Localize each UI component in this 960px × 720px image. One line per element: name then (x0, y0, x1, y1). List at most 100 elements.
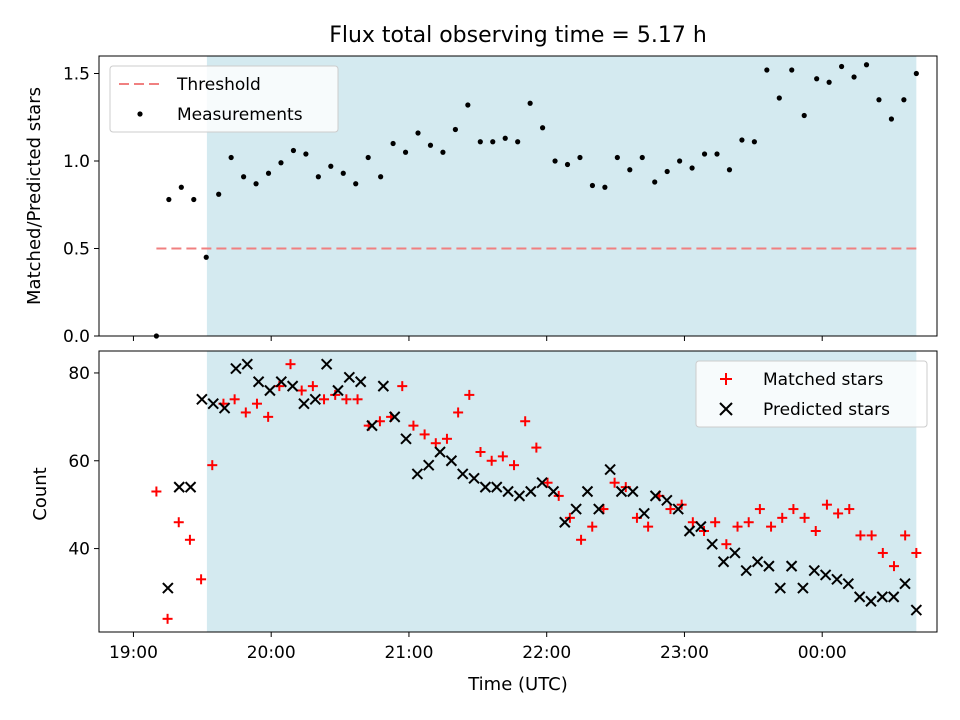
predicted-star-b (615, 485, 628, 498)
y-tick-label-0-2: 1.0 (63, 152, 90, 172)
matched-star-point (721, 539, 732, 550)
measurement-point (652, 179, 658, 185)
predicted-star-point (196, 393, 208, 406)
measurement-point (191, 196, 197, 203)
predicted-star-point (162, 582, 174, 594)
predicted-star-point (683, 525, 696, 537)
predicted-star-point (354, 376, 367, 388)
bottom-panel: 19:00 20:00 21:00 22:00 23:00 00:00 40 60 80 Matc… (68, 350, 938, 663)
predicted-star-b (763, 560, 775, 572)
predicted-star-b (819, 569, 832, 581)
measurement-point (490, 139, 496, 145)
measurement-point (340, 170, 346, 176)
predicted-star-point (298, 397, 310, 410)
predicted-star-point (366, 419, 378, 432)
matched-star-point (542, 477, 553, 488)
matched-star-point (911, 547, 922, 558)
matched-star-point (453, 407, 464, 418)
measurement-point (539, 125, 546, 131)
predicted-star-point (706, 538, 718, 550)
matched-star-point (263, 411, 274, 422)
matched-star-point (341, 394, 352, 405)
matched-star-point (207, 460, 218, 471)
predicted-star-b (729, 547, 741, 559)
predicted-star-point (547, 485, 560, 498)
y-tick-label-1-0: 40 (68, 540, 90, 560)
measurement-point (315, 174, 321, 180)
predicted-star-b (184, 481, 197, 493)
matched-star-point (866, 530, 877, 541)
predicted-star-b (559, 516, 571, 528)
measurement-point (515, 139, 521, 145)
measurement-point (602, 184, 608, 190)
measurement-point (913, 70, 919, 77)
predicted-star-b (638, 507, 650, 520)
predicted-star-b (525, 485, 537, 498)
predicted-star-point (309, 393, 322, 406)
predicted-star-point (275, 376, 287, 388)
predicted-star-point (230, 362, 242, 375)
predicted-star-b (264, 384, 276, 397)
predicted-star-b (604, 463, 616, 476)
chart-title: Flux total observing time = 5.17 h (329, 23, 707, 48)
matched-star-point (196, 574, 207, 585)
predicted-star-b (286, 380, 299, 392)
matched-star-point (531, 442, 542, 453)
predicted-star-b (468, 472, 480, 485)
legend-top: Threshold Measurements (109, 65, 339, 133)
predicted-star-point (910, 604, 923, 616)
y-axis-label-top: Matched/Predicted stars (24, 87, 45, 305)
matched-star-point (408, 420, 419, 431)
predicted-star-point (672, 503, 684, 515)
legend-top-box (109, 65, 339, 133)
x-tick-label-3: 22:00 (522, 643, 571, 663)
predicted-star-b (661, 494, 673, 506)
y-tick-label-1-1: 60 (68, 452, 90, 472)
x-tick-label-2: 21:00 (384, 643, 433, 663)
predicted-star-point (184, 481, 197, 493)
predicted-star-b (207, 397, 219, 410)
measurement-point (303, 151, 309, 157)
predicted-star-b (354, 376, 367, 388)
predicted-star-b (717, 556, 730, 568)
x-tick-label-4: 23:00 (660, 643, 709, 663)
predicted-star-point (751, 556, 764, 568)
matched-star-point (520, 416, 531, 427)
matched-star-point (441, 433, 452, 444)
predicted-star-point (604, 463, 616, 476)
measurement-point (552, 158, 558, 164)
predicted-star-b (252, 376, 265, 388)
predicted-star-b (831, 573, 843, 586)
predicted-star-b (241, 358, 253, 370)
predicted-star-point (865, 595, 877, 607)
predicted-star-b (196, 393, 208, 406)
matched-star-point (184, 534, 195, 545)
y-tick-label-1-2: 80 (68, 364, 90, 384)
predicted-star-b (298, 397, 310, 410)
predicted-star-point (831, 573, 843, 586)
matched-star-point (810, 526, 821, 537)
y-axis-label-bottom: Count (30, 467, 51, 520)
predicted-star-b (332, 384, 344, 397)
matched-star-point (754, 504, 765, 515)
matched-star-point (419, 429, 430, 440)
predicted-star-b (388, 411, 401, 423)
matched-star-point (665, 504, 676, 515)
predicted-star-b (457, 468, 469, 480)
matched-star-point (296, 385, 307, 396)
matched-star-point (710, 517, 721, 528)
matched-star-point (229, 394, 240, 405)
predicted-star-b (230, 362, 242, 375)
measurement-point (378, 174, 384, 180)
bottom-axes-frame (98, 350, 938, 633)
predicted-star-b (695, 520, 707, 533)
predicted-star-b (547, 485, 560, 498)
predicted-star-point (241, 358, 253, 370)
predicted-star-b (899, 577, 911, 590)
measurement-point (228, 154, 234, 161)
predicted-star-point (207, 397, 219, 410)
measurement-point (278, 160, 284, 166)
predicted-star-point (842, 577, 855, 590)
predicted-star-point (570, 503, 582, 515)
measurement-point (477, 139, 483, 145)
